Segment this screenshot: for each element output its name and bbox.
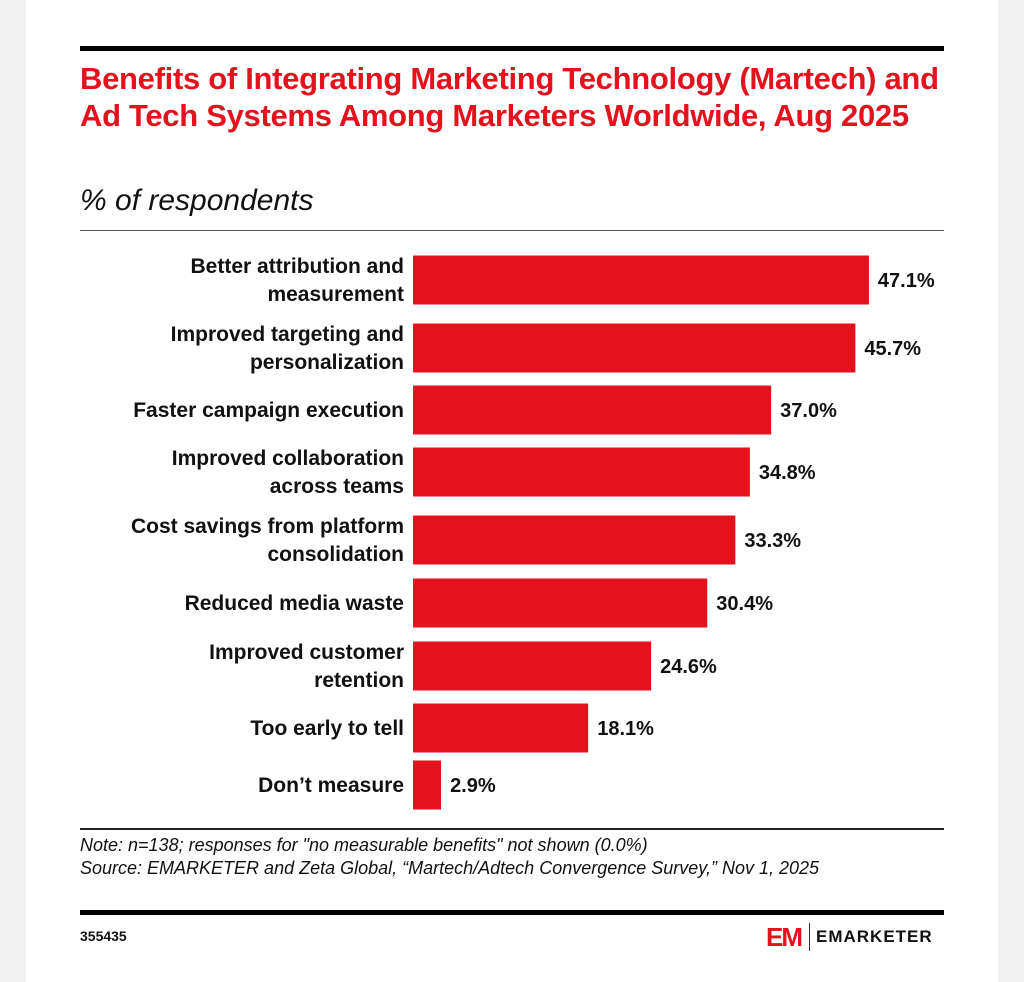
bar <box>413 447 750 497</box>
emarketer-logo: EM EMARKETER <box>766 922 933 952</box>
value-label: 24.6% <box>660 656 717 678</box>
category-label-line: Better attribution and <box>191 255 405 278</box>
header-divider <box>80 230 944 231</box>
value-label: 47.1% <box>878 270 935 292</box>
category-label-line: Faster campaign execution <box>133 399 404 422</box>
bar <box>413 578 708 628</box>
value-label: 18.1% <box>597 718 654 740</box>
category-label-line: Improved collaboration <box>172 447 404 470</box>
category-label-line: Improved targeting and <box>171 323 404 346</box>
note-text: Note: n=138; responses for "no measurabl… <box>80 835 648 855</box>
category-label: Improved collaboration across teams <box>172 447 404 498</box>
category-label: Reduced media waste <box>185 592 404 615</box>
category-label-line: personalization <box>250 351 404 374</box>
bar <box>413 641 652 691</box>
chart-subtitle: % of respondents <box>80 184 314 217</box>
top-rule <box>80 46 944 51</box>
value-label: 30.4% <box>716 593 773 615</box>
category-label-line: across teams <box>270 475 404 498</box>
category-label: Improved customer retention <box>209 641 404 692</box>
value-label: 34.8% <box>759 462 816 484</box>
value-label: 45.7% <box>864 338 921 360</box>
category-label: Too early to tell <box>250 717 404 740</box>
value-label: 2.9% <box>450 775 496 797</box>
category-label-line: Cost savings from platform <box>131 515 404 538</box>
category-label-line: Don’t measure <box>258 774 404 797</box>
category-label-line: retention <box>314 669 404 692</box>
bottom-rule <box>80 910 944 915</box>
bar <box>413 255 869 305</box>
category-label: Better attribution and measurement <box>191 255 405 306</box>
chart-id: 355435 <box>80 928 127 944</box>
source-text: Source: EMARKETER and Zeta Global, “Mart… <box>80 858 820 878</box>
logo-separator <box>809 923 810 951</box>
bar <box>413 385 772 435</box>
bar <box>413 760 442 810</box>
category-label-line: consolidation <box>268 543 405 566</box>
category-label: Don’t measure <box>258 774 404 797</box>
bar <box>413 703 589 753</box>
footer-divider <box>80 828 944 830</box>
logo-wordmark: EMARKETER <box>816 927 933 946</box>
category-label-line: Reduced media waste <box>185 592 404 615</box>
category-label-line: measurement <box>267 283 404 306</box>
chart-title: Benefits of Integrating Marketing Techno… <box>80 61 939 133</box>
bar <box>413 323 856 373</box>
category-label-line: Improved customer <box>209 641 404 664</box>
category-label: Improved targeting and personalization <box>171 323 404 374</box>
footnote: Note: n=138; responses for "no measurabl… <box>80 834 950 880</box>
category-label: Cost savings from platform consolidation <box>131 515 404 566</box>
bar <box>413 515 736 565</box>
category-label: Faster campaign execution <box>133 399 404 422</box>
category-label-line: Too early to tell <box>250 717 404 740</box>
em-logo-icon: EM <box>766 921 803 952</box>
value-label: 37.0% <box>780 400 837 422</box>
value-label: 33.3% <box>744 530 801 552</box>
